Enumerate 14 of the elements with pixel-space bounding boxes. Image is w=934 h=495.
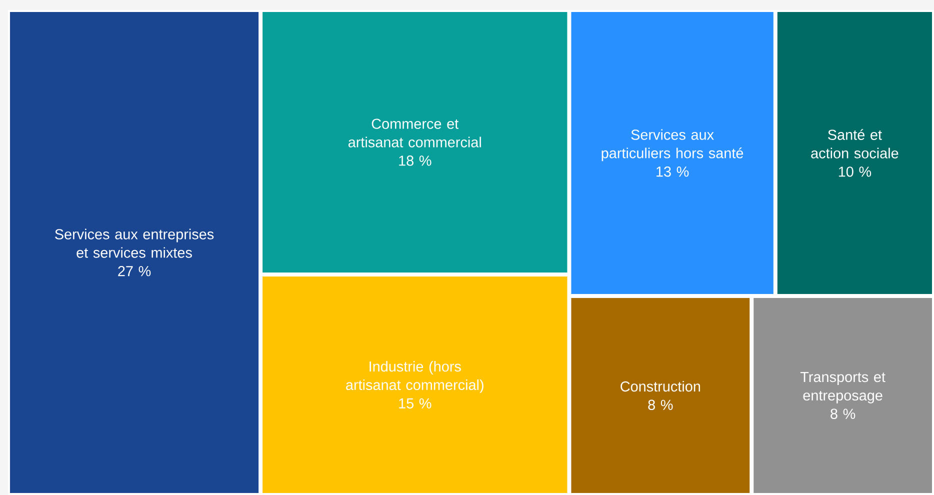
- category-label: Services aux particuliers hors santé: [602, 129, 744, 162]
- category-label: Commerce et artisanat commercial: [348, 118, 481, 148]
- category-label: Construction: [620, 380, 700, 392]
- category-label: Transports et entreposage: [800, 372, 886, 404]
- data-label: 15 %: [399, 398, 432, 408]
- data-label: 18 %: [399, 156, 432, 166]
- data-label: 8 %: [648, 400, 673, 410]
- data-label: 13 %: [656, 166, 689, 177]
- data-label: 27 %: [118, 266, 151, 276]
- category-label: Santé et action sociale: [811, 129, 898, 158]
- category-label: Services aux entreprises et services mixtes: [55, 228, 214, 258]
- data-label: 8 %: [830, 408, 856, 419]
- category-label: Industrie (hors artisanat commercial): [346, 361, 484, 393]
- data-label: 10 %: [838, 166, 872, 177]
